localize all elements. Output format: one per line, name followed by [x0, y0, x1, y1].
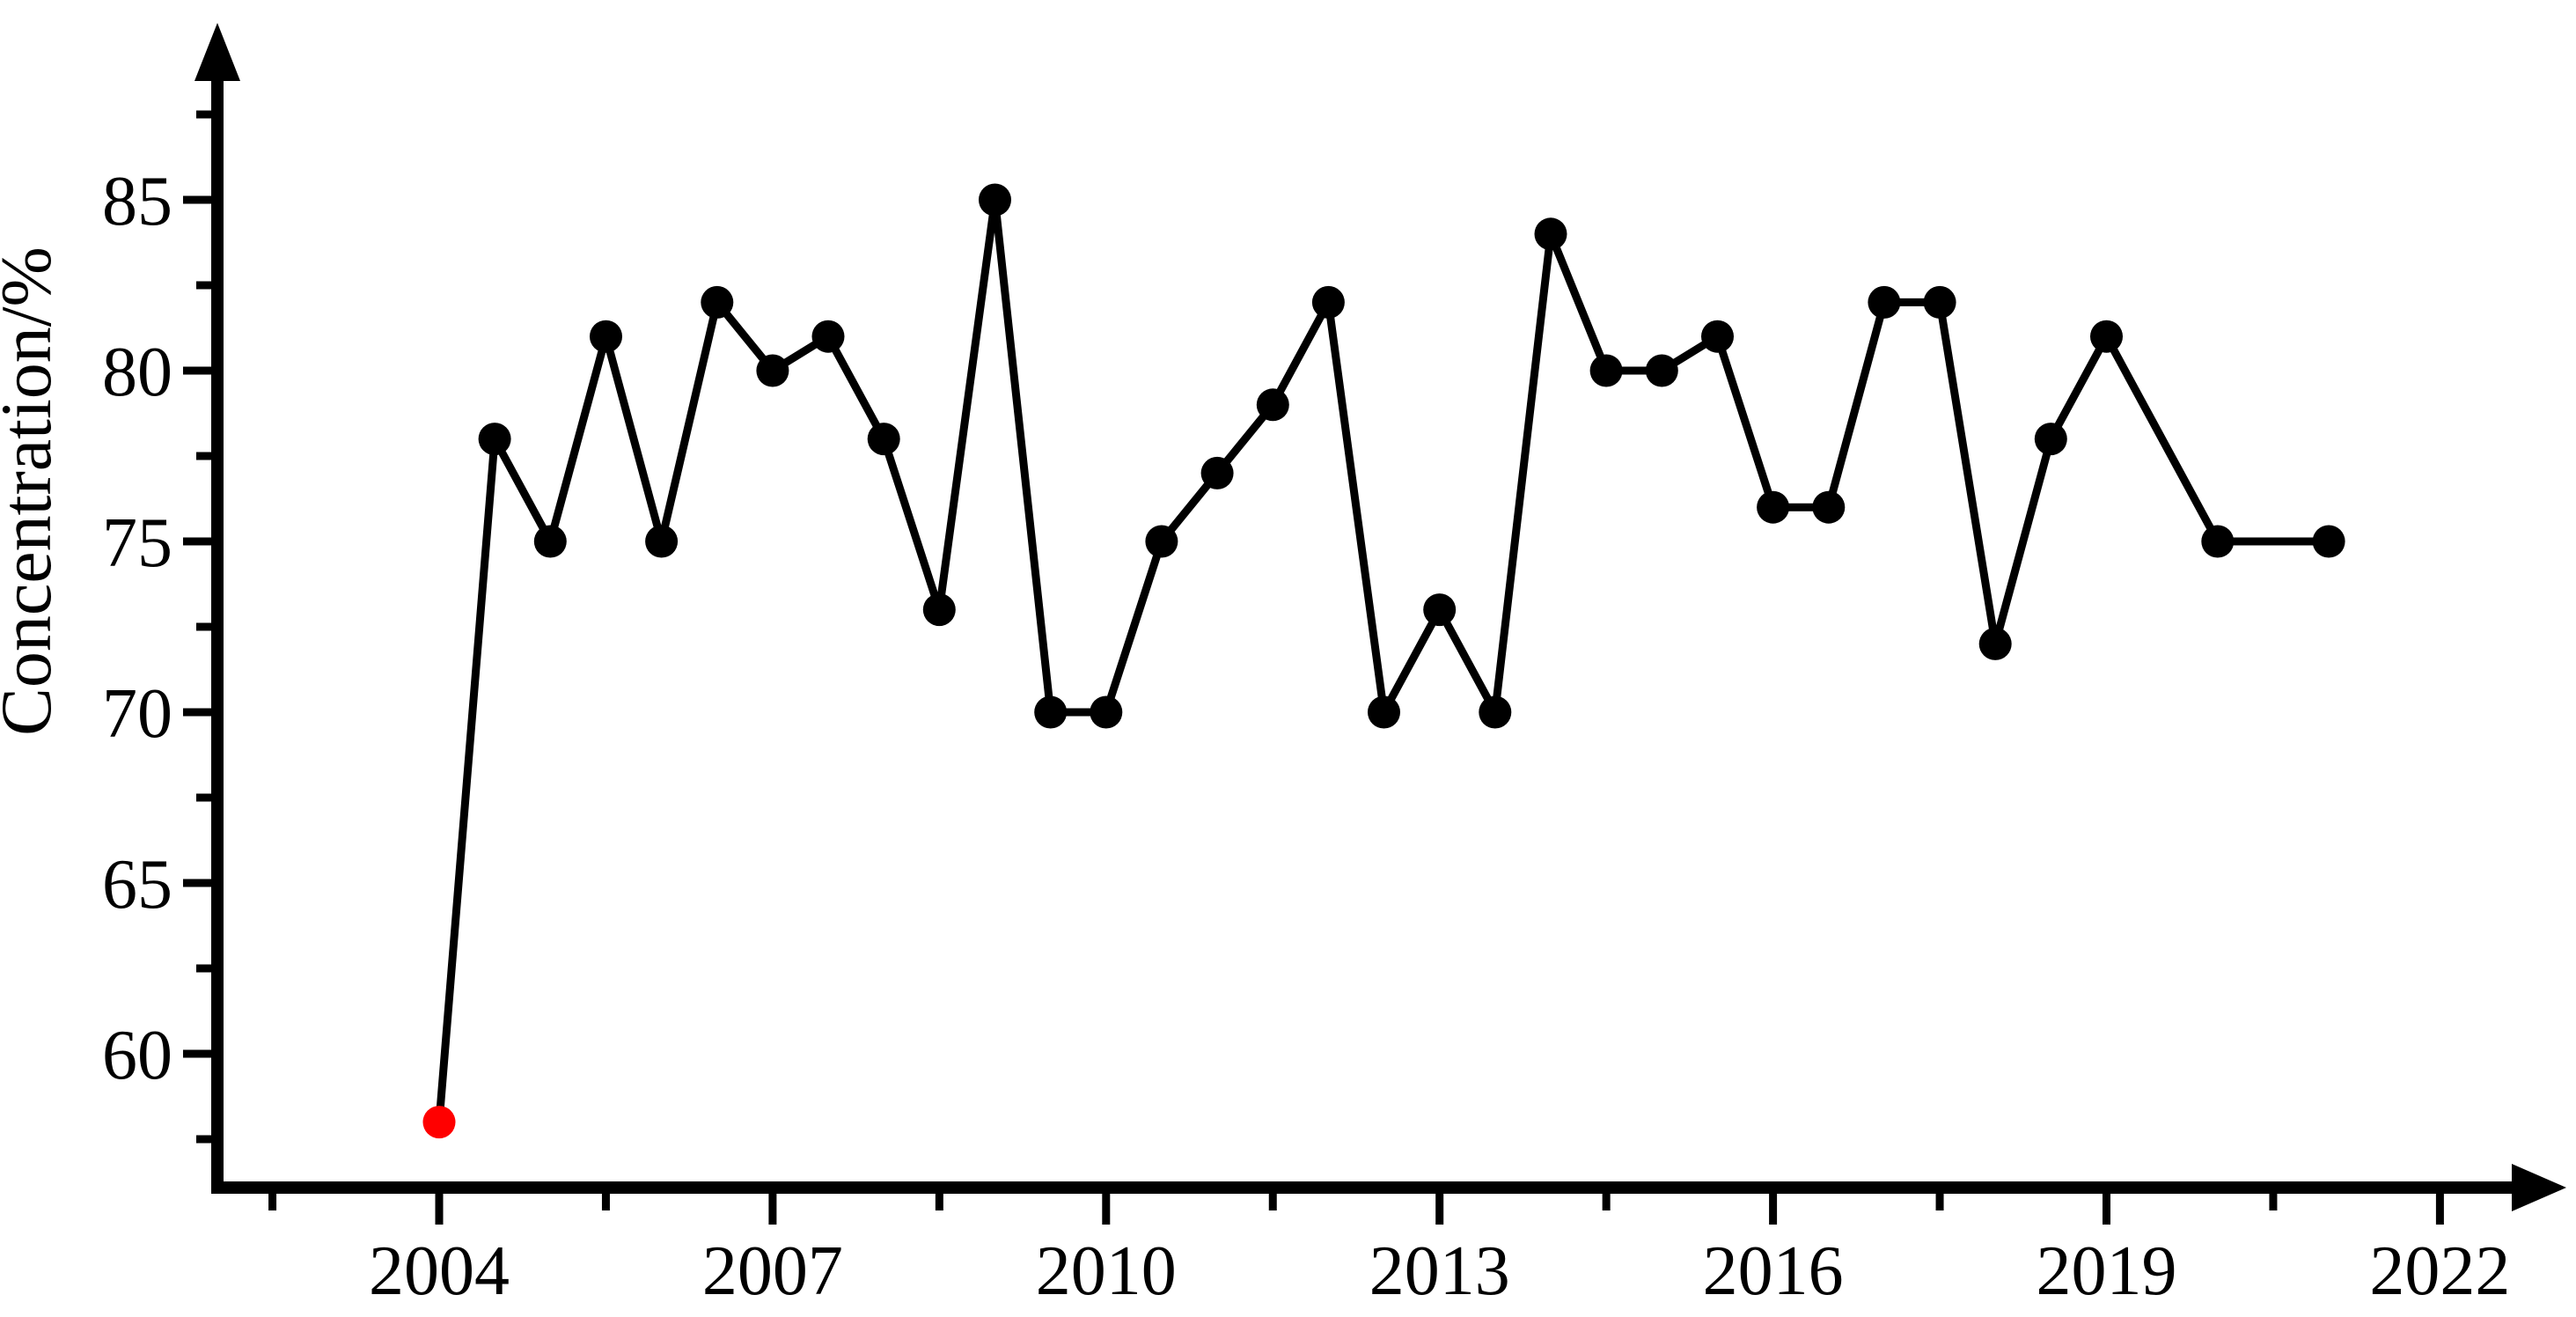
- data-point: [867, 423, 900, 456]
- data-point: [2312, 525, 2345, 558]
- data-point: [756, 354, 789, 387]
- data-point: [1812, 490, 1846, 524]
- data-point: [645, 525, 679, 558]
- data-point: [1534, 217, 1567, 251]
- data-point: [2090, 320, 2123, 353]
- data-point: [922, 593, 956, 627]
- data-point: [1200, 456, 1234, 489]
- data-point: [701, 285, 734, 319]
- data-line: [435, 199, 2330, 1122]
- data-point: [1256, 388, 1289, 422]
- data-point: [2034, 423, 2067, 456]
- data-point: [1923, 285, 1956, 319]
- x-axis-tick-label: 2010: [1036, 1232, 1177, 1310]
- y-axis-tick-label: 85: [102, 163, 172, 240]
- data-point: [1978, 627, 2012, 660]
- x-axis-tick-label: 2016: [1703, 1232, 1844, 1310]
- x-axis-arrow-icon: [2512, 1164, 2566, 1211]
- data-point: [590, 320, 622, 353]
- y-axis-tick-label: 60: [102, 1017, 172, 1094]
- y-axis-arrow-icon: [194, 23, 240, 81]
- data-point: [478, 423, 511, 456]
- y-axis-tick-label: 75: [102, 504, 172, 582]
- data-point: [1701, 320, 1734, 353]
- x-axis-tick-label: 2022: [2369, 1232, 2510, 1310]
- data-point: [1034, 695, 1068, 729]
- x-axis-tick-label: 2019: [2037, 1232, 2177, 1310]
- data-point: [1757, 490, 1790, 524]
- data-point: [2201, 525, 2235, 558]
- data-point-highlighted: [422, 1106, 456, 1139]
- data-point: [1645, 354, 1678, 387]
- y-axis-tick-label: 70: [102, 675, 172, 753]
- data-point: [1145, 525, 1178, 558]
- y-axis-title: Concentration/%: [0, 246, 66, 736]
- data-point: [1423, 593, 1457, 627]
- x-axis-tick-label: 2004: [369, 1232, 510, 1310]
- data-point: [533, 525, 567, 558]
- data-point: [1589, 354, 1623, 387]
- data-point: [979, 183, 1011, 217]
- data-point: [1090, 695, 1123, 729]
- data-point: [811, 320, 845, 353]
- data-point: [1368, 695, 1400, 729]
- data-point: [1479, 695, 1512, 729]
- x-axis-tick-label: 2013: [1369, 1232, 1510, 1310]
- data-point: [1311, 285, 1345, 319]
- y-axis-tick-label: 65: [102, 846, 172, 923]
- data-point: [1868, 285, 1901, 319]
- y-axis-tick-label: 80: [102, 334, 172, 411]
- x-axis-tick-label: 2007: [702, 1232, 843, 1310]
